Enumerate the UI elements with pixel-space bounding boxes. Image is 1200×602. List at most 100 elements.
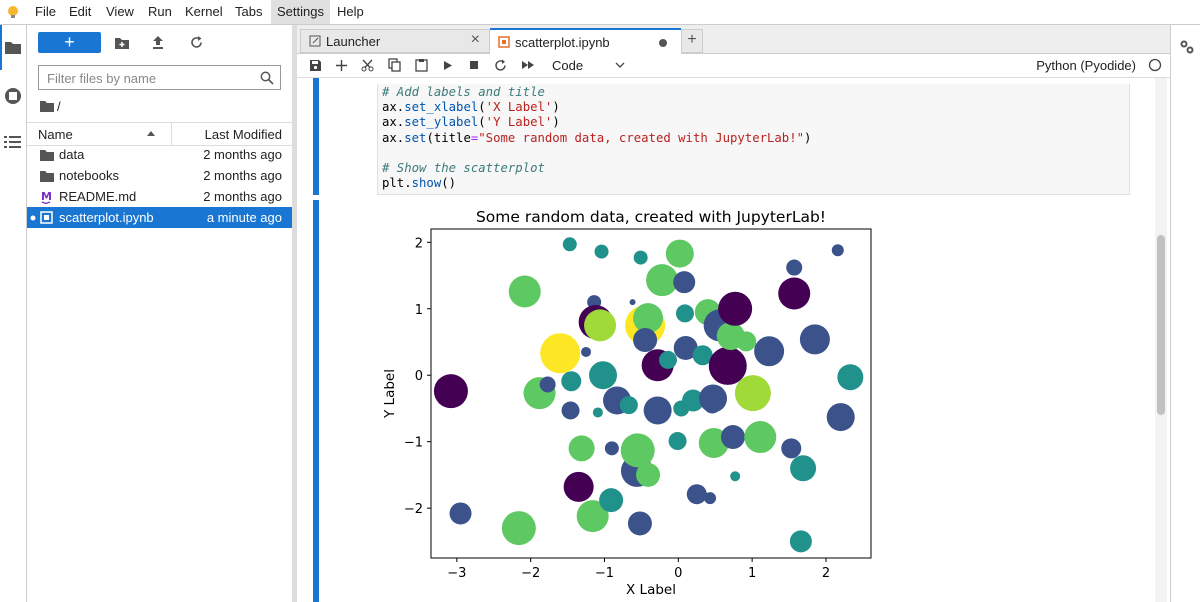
menu-item[interactable]: Settings: [271, 0, 330, 24]
running-icon[interactable]: [4, 87, 22, 105]
file-row[interactable]: scatterplot.ipynb a minute ago: [27, 207, 292, 228]
point: [718, 291, 753, 326]
dirty-indicator: [659, 39, 667, 47]
point: [734, 375, 771, 412]
y-tick-label: 1: [415, 303, 423, 318]
add-tab[interactable]: +: [681, 29, 703, 53]
splitter[interactable]: [292, 25, 297, 602]
tab[interactable]: Launcher ×: [300, 29, 490, 53]
menu-item[interactable]: Tabs: [235, 4, 263, 19]
code-line: ax.set_xlabel('X Label'): [382, 100, 1125, 115]
point: [449, 502, 472, 525]
y-axis-label: Y Label: [382, 369, 398, 419]
chart-title: Some random data, created with JupyterLa…: [476, 208, 826, 226]
point: [501, 511, 536, 546]
point: [604, 441, 619, 456]
axes-frame: [430, 228, 872, 559]
name-column[interactable]: Name: [38, 127, 73, 142]
point: [581, 346, 592, 357]
cut-button[interactable]: [361, 59, 374, 72]
files-icon[interactable]: [4, 39, 22, 55]
code-token: ): [552, 115, 560, 130]
code-token: ax.: [382, 130, 405, 145]
code-token: plt.: [382, 176, 412, 191]
point: [665, 239, 694, 268]
point: [799, 324, 830, 355]
point: [508, 275, 541, 308]
notebook-toolbar: Code Python (Pyodide): [297, 54, 1170, 78]
file-modified: 2 months ago: [203, 168, 282, 183]
run-all-button[interactable]: [521, 60, 535, 70]
file-modified: 2 months ago: [203, 147, 282, 162]
code-editor[interactable]: # Add labels and title ax.set_xlabel('X L…: [377, 84, 1130, 195]
code-token: ): [552, 100, 560, 115]
close-tab[interactable]: ×: [470, 31, 480, 48]
paste-button[interactable]: [415, 58, 428, 72]
breadcrumb[interactable]: /: [57, 99, 61, 114]
file-row[interactable]: M README.md 2 months ago: [27, 186, 292, 207]
menu-item[interactable]: File: [35, 4, 56, 19]
code-token: (title: [426, 130, 471, 145]
point: [594, 244, 609, 259]
point: [744, 421, 777, 454]
modified-column[interactable]: Last Modified: [204, 127, 282, 142]
new-folder-button[interactable]: [114, 36, 130, 50]
point: [786, 259, 803, 276]
file-row[interactable]: notebooks 2 months ago: [27, 165, 292, 186]
output-collapser[interactable]: [313, 200, 319, 602]
cell-type[interactable]: Code: [552, 58, 584, 73]
sort-arrow: [147, 131, 155, 136]
point: [673, 335, 698, 360]
kernel-name[interactable]: Python (Pyodide): [1036, 58, 1136, 73]
upload-button[interactable]: [151, 35, 165, 50]
axes-mask: [360, 200, 880, 602]
point: [563, 471, 594, 502]
x-tick-label: −1: [595, 566, 614, 581]
point: [778, 277, 811, 310]
menu-item[interactable]: View: [106, 4, 134, 19]
point: [692, 345, 713, 366]
save-button[interactable]: [309, 59, 322, 72]
x-tick-label: 1: [748, 566, 756, 581]
y-tick-label: −2: [404, 502, 423, 517]
menu-bar: File Edit View Run Kernel Tabs Settings Help: [0, 0, 1200, 25]
menu-item[interactable]: Run: [148, 4, 172, 19]
menu-item[interactable]: Edit: [69, 4, 92, 19]
refresh-button[interactable]: [189, 35, 204, 50]
file-name: scatterplot.ipynb: [59, 210, 154, 225]
file-name: notebooks: [59, 168, 119, 183]
code-line: plt.show(): [382, 176, 1125, 191]
file-row[interactable]: data 2 months ago: [27, 144, 292, 165]
point: [620, 433, 655, 468]
y-tick-label: 2: [415, 236, 423, 251]
toc-icon[interactable]: [4, 135, 22, 149]
filter-input[interactable]: Filter files by name: [38, 65, 281, 90]
x-tick-label: 0: [674, 566, 682, 581]
restart-button[interactable]: [494, 59, 507, 72]
scrollbar[interactable]: [1155, 78, 1167, 602]
menu-item[interactable]: Help: [337, 4, 364, 19]
right-sidebar: [1170, 25, 1200, 602]
active-tab[interactable]: scatterplot.ipynb: [490, 28, 681, 54]
scrollbar-thumb[interactable]: [1157, 235, 1165, 415]
run-button[interactable]: [443, 60, 453, 71]
new-launcher-button[interactable]: +: [38, 32, 101, 53]
point: [627, 511, 652, 536]
property-inspector-icon[interactable]: [1179, 39, 1195, 55]
insert-cell-button[interactable]: [335, 59, 348, 72]
code-token: ): [804, 130, 812, 145]
code-line: ax.set(title="Some random data, created …: [382, 131, 1125, 146]
tab-label: Launcher: [326, 34, 381, 49]
x-tick-label: −2: [521, 566, 540, 581]
tab-label: scatterplot.ipynb: [515, 35, 610, 50]
cell-collapser[interactable]: [313, 78, 319, 195]
menu-item[interactable]: Kernel: [185, 4, 223, 19]
active-indicator: [0, 25, 2, 70]
running-dot: [30, 215, 36, 221]
file-icon: M: [41, 190, 52, 204]
file-browser: + Filter files by name / Name Last Modif…: [27, 25, 292, 602]
point: [708, 346, 747, 385]
copy-button[interactable]: [388, 58, 401, 72]
point: [781, 438, 802, 459]
interrupt-button[interactable]: [469, 60, 479, 70]
